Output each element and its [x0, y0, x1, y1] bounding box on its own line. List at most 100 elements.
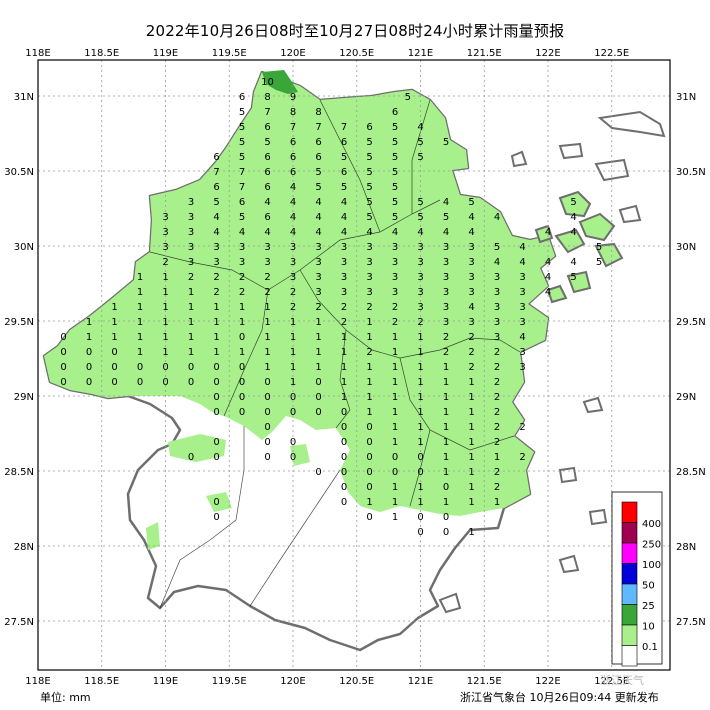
rainfall-value: 1	[111, 332, 117, 343]
rainfall-value: 1	[86, 332, 92, 343]
rainfall-value: 0	[290, 437, 296, 448]
rainfall-value: 0	[239, 377, 245, 388]
rainfall-value: 2	[290, 302, 296, 313]
rainfall-value: 0	[417, 512, 423, 523]
rainfall-value: 6	[264, 212, 270, 223]
rainfall-value: 0	[60, 362, 66, 373]
rainfall-value: 5	[239, 107, 245, 118]
rainfall-value: 0	[290, 392, 296, 403]
rainfall-value: 3	[519, 302, 525, 313]
rainfall-value: 1	[341, 392, 347, 403]
rainfall-value: 5	[366, 212, 372, 223]
rainfall-value: 3	[417, 287, 423, 298]
rainfall-value: 2	[366, 347, 372, 358]
rainfall-value: 5	[443, 137, 449, 148]
rainfall-value: 1	[392, 347, 398, 358]
lon-tick-label: 118.5E	[84, 676, 119, 687]
rainfall-value: 5	[417, 212, 423, 223]
rainfall-value: 0	[443, 482, 449, 493]
rainfall-value: 4	[341, 212, 347, 223]
legend-swatch	[621, 542, 638, 564]
rainfall-value: 8	[290, 107, 296, 118]
rainfall-value: 0	[86, 377, 92, 388]
rainfall-value: 0	[366, 452, 372, 463]
rainfall-value: 1	[392, 497, 398, 508]
rainfall-value: 0	[239, 332, 245, 343]
rainfall-value: 9	[290, 92, 296, 103]
rainfall-value: 3	[468, 317, 474, 328]
rainfall-value: 1	[137, 287, 143, 298]
rainfall-value: 1	[366, 407, 372, 418]
rainfall-value: 5	[570, 197, 576, 208]
rainfall-value: 0	[213, 377, 219, 388]
rainfall-value: 0	[392, 467, 398, 478]
rainfall-value: 2	[468, 347, 474, 358]
rainfall-value: 4	[468, 212, 474, 223]
rainfall-value: 4	[290, 212, 296, 223]
rainfall-value: 4	[213, 227, 219, 238]
rainfall-value: 3	[341, 272, 347, 283]
rainfall-value: 3	[290, 242, 296, 253]
rainfall-value: 1	[468, 497, 474, 508]
rainfall-value: 3	[494, 287, 500, 298]
lon-tick-label: 121E	[408, 676, 433, 687]
rainfall-value: 1	[417, 377, 423, 388]
rainfall-value: 3	[315, 257, 321, 268]
rainfall-value: 2	[341, 302, 347, 313]
rainfall-value: 0	[366, 512, 372, 523]
rainfall-value: 3	[519, 347, 525, 358]
rainfall-value: 2	[417, 317, 423, 328]
rainfall-value: 1	[443, 452, 449, 463]
rainfall-value: 0	[264, 422, 270, 433]
lat-tick-label: 31N	[14, 92, 34, 103]
rainfall-value: 1	[264, 332, 270, 343]
rainfall-value: 3	[162, 212, 168, 223]
rainfall-value: 1	[137, 332, 143, 343]
rainfall-value: 1	[366, 392, 372, 403]
rainfall-value: 3	[366, 272, 372, 283]
rainfall-value: 1	[468, 407, 474, 418]
rainfall-value: 0	[264, 437, 270, 448]
legend-swatch	[621, 604, 638, 626]
rainfall-value: 5	[392, 122, 398, 133]
rainfall-value: 3	[315, 242, 321, 253]
rainfall-value: 1	[162, 347, 168, 358]
rainfall-value: 2	[494, 422, 500, 433]
rainfall-value: 5	[341, 182, 347, 193]
rainfall-value: 1	[264, 302, 270, 313]
rainfall-value: 10	[261, 77, 274, 88]
legend-swatch	[621, 583, 638, 605]
issuer-name: 浙江省气象台	[460, 691, 526, 704]
rainfall-value: 1	[341, 377, 347, 388]
rainfall-value: 0	[239, 362, 245, 373]
lat-tick-label: 29N	[676, 392, 696, 403]
lat-tick-label: 29.5N	[676, 317, 706, 328]
rainfall-value: 4	[468, 227, 474, 238]
rain-area-10-25	[262, 70, 298, 94]
rainfall-value: 1	[468, 527, 474, 538]
rainfall-value: 2	[239, 287, 245, 298]
rainfall-value: 1	[315, 317, 321, 328]
rainfall-value: 1	[417, 332, 423, 343]
rainfall-value: 1	[290, 377, 296, 388]
rainfall-value: 4	[341, 197, 347, 208]
rainfall-value: 1	[366, 497, 372, 508]
rainfall-value: 5	[366, 182, 372, 193]
rainfall-value: 4	[417, 227, 423, 238]
rainfall-value: 5	[596, 257, 602, 268]
rainfall-value: 3	[341, 287, 347, 298]
rainfall-value: 1	[392, 437, 398, 448]
rainfall-value: 0	[341, 467, 347, 478]
rainfall-value: 3	[188, 212, 194, 223]
rainfall-value: 2	[290, 287, 296, 298]
rainfall-value: 1	[468, 377, 474, 388]
rainfall-value: 2	[162, 257, 168, 268]
rainfall-value: 1	[162, 332, 168, 343]
rainfall-value: 0	[366, 422, 372, 433]
rainfall-value: 3	[494, 272, 500, 283]
rainfall-value: 0	[264, 392, 270, 403]
rainfall-value: 3	[392, 272, 398, 283]
rainfall-value: 1	[468, 482, 474, 493]
rainfall-value: 1	[341, 362, 347, 373]
rainfall-value: 3	[443, 257, 449, 268]
